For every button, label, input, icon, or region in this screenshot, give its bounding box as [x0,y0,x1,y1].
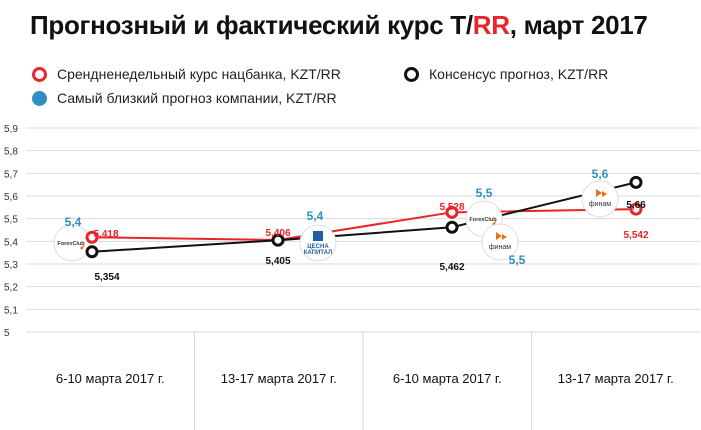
logo-цесна-капитал-mark [313,231,323,241]
logo-цесна-капитал-text: ЦЕСНА [307,244,329,250]
title-accent: RR [472,10,510,40]
nbk-data-label: 5,406 [265,228,290,239]
nbk-data-label: 5,528 [439,202,464,213]
logo-финам-mark [596,189,602,197]
nbk-point [85,230,99,244]
closest-data-label: 5,6 [592,167,609,181]
closest-data-label: 5,4 [65,215,82,229]
legend-label-consensus: Консенсус прогноз, KZT/RR [429,66,609,82]
logo-финам-text: финам [489,244,511,251]
closest-data-label: 5,4 [307,209,324,223]
legend-label-closest: Самый близкий прогноз компании, KZT/RR [57,90,337,106]
y-tick-label: 5,4 [4,237,18,248]
x-tick-label: 13-17 марта 2017 г. [221,371,337,386]
blue-dot-icon [32,90,47,106]
logo-forexclub-text: ForexClub [57,241,85,247]
consensus-data-label: 5,354 [94,272,119,283]
red-ring-icon [32,66,47,82]
y-tick-label: 5,3 [4,260,18,271]
legend-item-consensus: Консенсус прогноз, KZT/RR [404,66,608,82]
x-tick-label: 13-17 марта 2017 г. [558,371,674,386]
x-tick-label: 6-10 марта 2017 г. [393,371,502,386]
y-tick-label: 5,9 [4,124,18,135]
x-tick-label: 6-10 марта 2017 г. [56,371,165,386]
y-tick-label: 5,7 [4,169,18,180]
consensus-data-label: 5,66 [626,200,646,211]
logo-forexclub-text: ForexClub [469,217,497,223]
y-tick-label: 5,1 [4,305,18,316]
consensus-point [271,233,285,247]
nbk-data-label: 5,542 [623,230,648,241]
y-tick-label: 5,2 [4,283,18,294]
title-suffix: , март 2017 [509,10,648,40]
chart-title: Прогнозный и фактический курс Т/RR, март… [30,10,648,41]
logo-forexclub-mark [80,244,85,250]
consensus-point [85,245,99,259]
logo-финам-text: финам [589,201,611,208]
y-tick-label: 5,6 [4,192,18,203]
closest-data-label-extra: 5,5 [509,253,526,267]
logo-цесна-капитал-text: КАПИТАЛ [304,250,332,256]
black-ring-icon [404,66,419,82]
nbk-series-line [91,208,637,241]
nbk-point [445,205,459,219]
legend-label-nbk: Срендненедельный курс нацбанка, KZT/RR [57,66,341,82]
logo-финам-badge [581,180,619,218]
title-main: Прогнозный и фактический курс Т/ [30,10,473,40]
consensus-data-label: 5,405 [265,256,290,267]
consensus-point [445,220,459,234]
nbk-point [629,202,643,216]
logo-forexclub-mark [492,220,497,226]
logo-финам-badge [481,223,519,261]
closest-data-label: 5,5 [476,186,493,200]
logo-цесна-капитал-badge [299,224,337,262]
consensus-point [629,175,643,189]
y-tick-label: 5,8 [4,147,18,158]
consensus-series-line [91,181,637,253]
consensus-data-label: 5,462 [439,262,464,273]
legend-item-nbk: Срендненедельный курс нацбанка, KZT/RR [32,66,341,82]
logo-финам-mark [602,191,607,197]
y-tick-label: 5 [4,328,10,339]
logo-финам-mark [502,234,507,240]
nbk-data-label: 5,418 [93,229,118,240]
y-tick-label: 5,5 [4,215,18,226]
legend-item-closest: Самый близкий прогноз компании, KZT/RR [32,90,337,106]
logo-финам-mark [496,232,502,240]
